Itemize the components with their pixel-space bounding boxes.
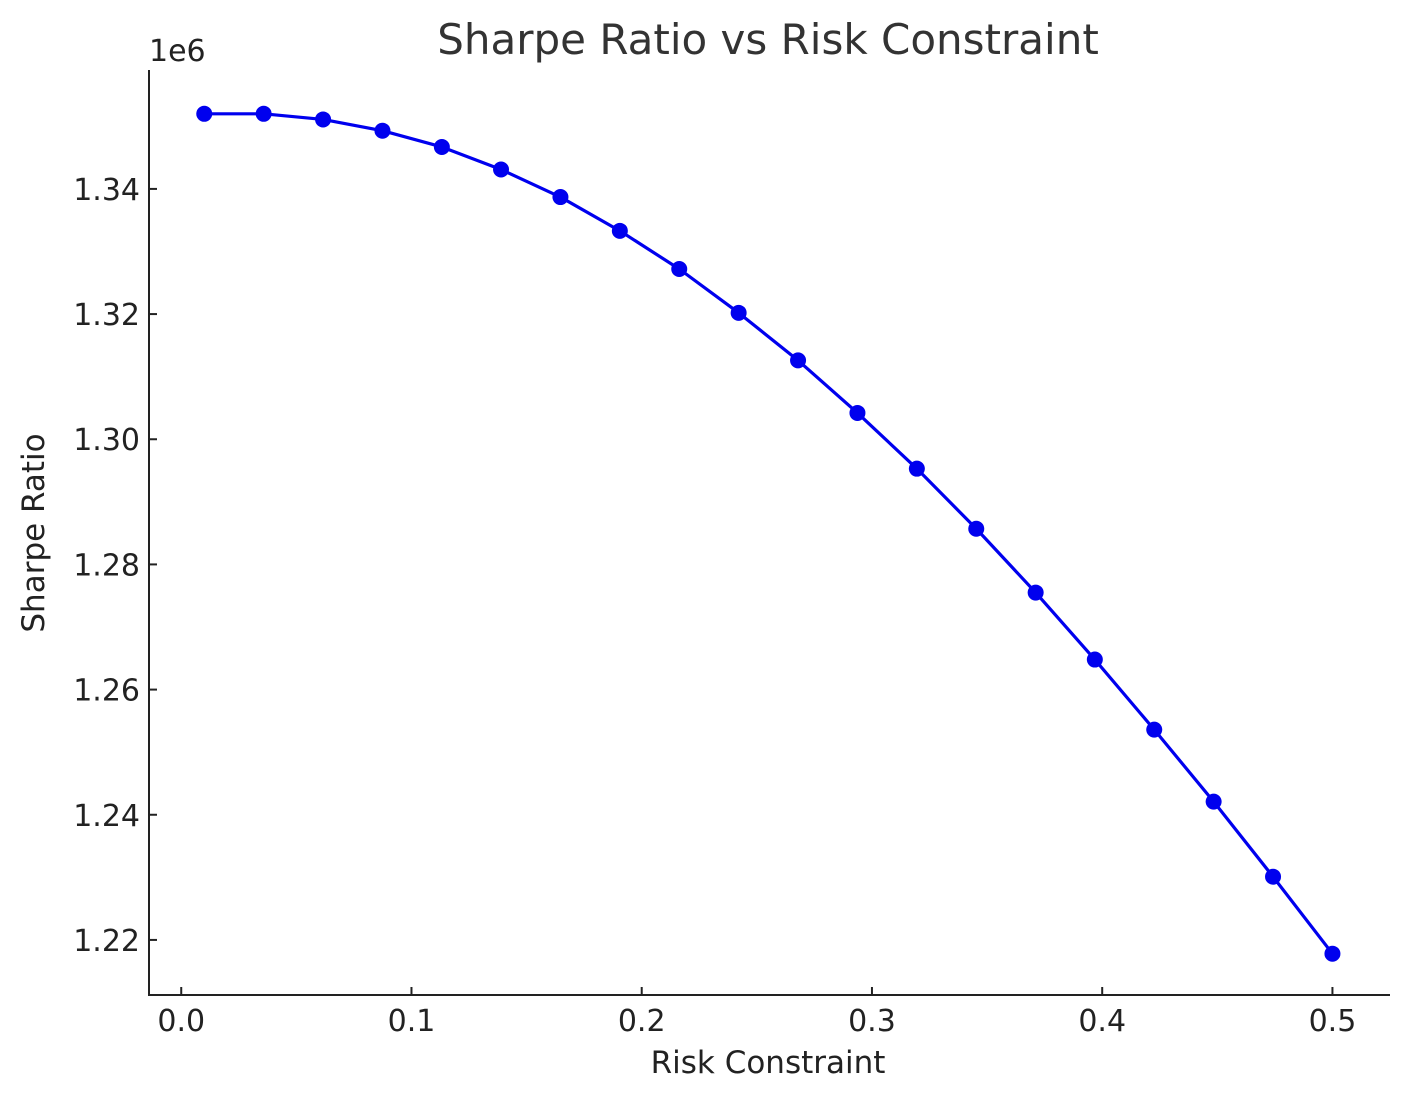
data-point [790, 352, 807, 369]
x-tick-label: 0.2 [618, 1004, 666, 1039]
data-point [1324, 945, 1341, 962]
x-axis-label: Risk Constraint [651, 1045, 886, 1081]
data-point [1086, 651, 1103, 668]
data-point [849, 404, 866, 421]
x-tick-label: 0.5 [1309, 1004, 1357, 1039]
chart-title: Sharpe Ratio vs Risk Constraint [437, 15, 1099, 64]
y-tick-label: 1.30 [73, 423, 140, 458]
data-point [493, 161, 510, 178]
data-point [1265, 868, 1282, 885]
data-point [611, 222, 628, 239]
y-tick-label: 1.26 [73, 674, 140, 709]
y-axis-label: Sharpe Ratio [16, 433, 52, 632]
x-tick-label: 0.3 [848, 1004, 896, 1039]
data-point [374, 122, 391, 139]
data-point [196, 105, 213, 122]
data-point [433, 138, 450, 155]
x-tick-label: 0.4 [1078, 1004, 1126, 1039]
x-ticks: 0.0 0.1 0.2 0.3 0.4 0.5 [157, 987, 1356, 1039]
data-point [1146, 721, 1163, 738]
x-tick-label: 0.1 [388, 1004, 436, 1039]
y-ticks: 1.22 1.24 1.26 1.28 1.30 1.32 1.34 [73, 173, 157, 959]
x-tick-label: 0.0 [157, 1004, 205, 1039]
y-tick-label: 1.22 [73, 924, 140, 959]
data-point [671, 261, 688, 278]
data-point [315, 111, 332, 128]
y-tick-label: 1.24 [73, 799, 140, 834]
data-point [1027, 584, 1044, 601]
y-tick-label: 1.34 [73, 173, 140, 208]
data-point [730, 304, 747, 321]
data-point [255, 105, 272, 122]
data-point [968, 520, 985, 537]
series-group [196, 105, 1341, 962]
series-line [204, 112, 1334, 955]
y-offset-label: 1e6 [149, 34, 206, 69]
y-tick-label: 1.32 [73, 298, 140, 333]
data-point [908, 460, 925, 477]
data-point [1205, 793, 1222, 810]
y-tick-label: 1.28 [73, 548, 140, 583]
data-point [552, 189, 569, 206]
